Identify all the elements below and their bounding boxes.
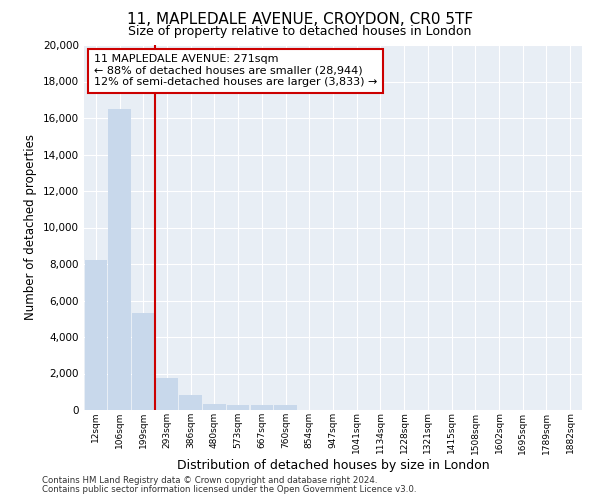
Bar — [156, 378, 178, 410]
Bar — [274, 404, 297, 410]
Bar — [227, 404, 250, 410]
Text: Contains HM Land Registry data © Crown copyright and database right 2024.: Contains HM Land Registry data © Crown c… — [42, 476, 377, 485]
Bar — [251, 404, 273, 410]
X-axis label: Distribution of detached houses by size in London: Distribution of detached houses by size … — [176, 459, 490, 472]
Y-axis label: Number of detached properties: Number of detached properties — [25, 134, 37, 320]
Text: Size of property relative to detached houses in London: Size of property relative to detached ho… — [128, 25, 472, 38]
Bar — [203, 404, 226, 410]
Text: Contains public sector information licensed under the Open Government Licence v3: Contains public sector information licen… — [42, 485, 416, 494]
Bar — [85, 260, 107, 410]
Text: 11, MAPLEDALE AVENUE, CROYDON, CR0 5TF: 11, MAPLEDALE AVENUE, CROYDON, CR0 5TF — [127, 12, 473, 28]
Bar — [179, 396, 202, 410]
Text: 11 MAPLEDALE AVENUE: 271sqm
← 88% of detached houses are smaller (28,944)
12% of: 11 MAPLEDALE AVENUE: 271sqm ← 88% of det… — [94, 54, 377, 88]
Bar — [132, 314, 155, 410]
Bar — [109, 109, 131, 410]
